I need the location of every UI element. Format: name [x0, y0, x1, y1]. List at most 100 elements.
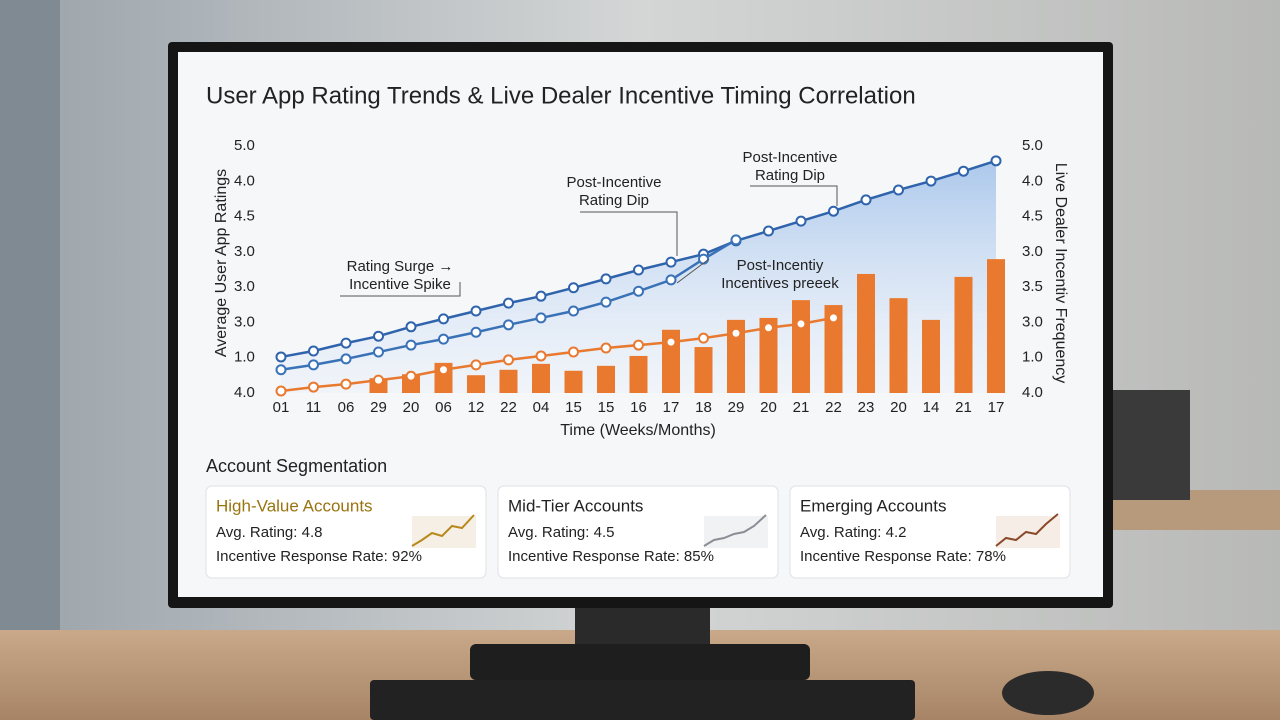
x-tick-label: 23	[858, 399, 875, 416]
bar	[922, 319, 940, 393]
card-box	[205, 485, 487, 579]
bar	[499, 369, 518, 393]
annotation: Post-Incentiy	[737, 257, 824, 274]
x-tick-label: 29	[370, 399, 387, 416]
point	[275, 364, 287, 376]
annotation: Post-Incentive	[742, 149, 837, 166]
point	[763, 322, 774, 334]
point	[600, 342, 612, 354]
y-tick-label: 4.0	[234, 384, 255, 401]
bar	[694, 347, 713, 393]
y2-axis-label: Live Dealer Incentiv Frequency	[1052, 163, 1069, 384]
point	[340, 378, 352, 390]
point	[698, 332, 709, 344]
bar	[857, 273, 875, 393]
point	[535, 350, 547, 362]
point	[373, 374, 384, 386]
x-tick-label: 17	[663, 399, 680, 416]
bar	[824, 305, 843, 393]
point	[828, 205, 839, 217]
x-tick-label: 29	[728, 399, 745, 416]
annotation: Incentive Spike	[349, 276, 451, 293]
card-title: Emerging Accounts	[800, 496, 946, 515]
y2-tick-label: 3.0	[1022, 243, 1043, 260]
point	[763, 225, 774, 237]
mouse	[1002, 671, 1094, 715]
y2-tick-label: 5.0	[1022, 137, 1043, 154]
y-tick-label: 5.0	[234, 137, 255, 154]
bar	[889, 298, 908, 393]
point	[275, 385, 287, 397]
x-tick-label: 21	[955, 399, 972, 416]
point	[795, 215, 807, 227]
x-tick-label: 21	[793, 399, 810, 416]
point	[990, 155, 1002, 167]
x-tick-label: 17	[988, 399, 1005, 416]
point	[958, 165, 969, 177]
y-tick-label: 4.0	[234, 172, 255, 189]
x-tick-label: 20	[403, 399, 420, 416]
card: High-Value Accounts Avg. Rating: 4.8 Inc…	[205, 485, 487, 579]
point	[665, 256, 677, 268]
point	[828, 312, 839, 324]
point	[893, 184, 904, 196]
bar	[987, 259, 1005, 393]
x-tick-label: 22	[500, 399, 517, 416]
card-title: High-Value Accounts	[216, 496, 373, 515]
point	[795, 318, 807, 330]
point	[860, 194, 872, 206]
point	[438, 313, 449, 325]
point	[405, 321, 417, 333]
y2-tick-label: 4.0	[1022, 384, 1043, 401]
x-tick-label: 01	[273, 399, 290, 416]
y2-tick-label: 1.0	[1022, 349, 1043, 366]
x-tick-label: 12	[468, 399, 485, 416]
card-response: Incentive Response Rate: 92%	[216, 548, 422, 565]
point	[438, 333, 449, 345]
y2-tick-label: 3.0	[1022, 313, 1043, 330]
leader-line	[676, 258, 710, 284]
point	[405, 370, 417, 382]
window-frame	[0, 0, 60, 640]
x-tick-label: 15	[565, 399, 582, 416]
bar	[759, 317, 778, 393]
point	[470, 359, 482, 371]
card-rating: Avg. Rating: 4.2	[800, 524, 906, 541]
bar	[467, 375, 485, 393]
annotation: Rating Dip	[755, 167, 825, 184]
x-axis-label: Time (Weeks/Months)	[560, 422, 716, 439]
sparkline-bg	[704, 516, 768, 548]
sparkline	[995, 513, 1059, 547]
point	[633, 285, 644, 297]
x-tick-label: 06	[435, 399, 452, 416]
bar	[662, 329, 680, 393]
annotation: Post-Incentive	[566, 174, 661, 191]
y2-tick-label: 4.5	[1022, 208, 1043, 225]
x-tick-label: 15	[598, 399, 615, 416]
card-rating: Avg. Rating: 4.8	[216, 524, 322, 541]
bar	[564, 370, 583, 393]
bar	[532, 363, 550, 393]
leader-line	[340, 282, 461, 297]
x-tick-label: 06	[338, 399, 355, 416]
bar	[597, 365, 615, 393]
point	[438, 364, 449, 376]
point	[925, 175, 937, 187]
x-tick-label: 22	[825, 399, 842, 416]
x-tick-label: 14	[923, 399, 940, 416]
point	[503, 319, 514, 331]
card-response: Incentive Response Rate: 78%	[800, 548, 1006, 565]
point	[470, 305, 482, 317]
x-tick-label: 04	[533, 399, 550, 416]
plot: 5.0 4.0 4.5 3.0 3.0 3.0 1.0 4.0 5.0 4.0 4.5 3.0 3.5 3…	[234, 137, 1043, 416]
annotation: Rating Dip	[579, 192, 649, 209]
point	[600, 296, 612, 308]
point	[373, 346, 384, 358]
chart-title: User App Rating Trends & Live Dealer Inc…	[206, 82, 916, 109]
x-tick-label: 11	[306, 399, 322, 416]
card-rating: Avg. Rating: 4.5	[508, 524, 614, 541]
x-tick-label: 16	[630, 399, 647, 416]
sparkline	[703, 514, 767, 547]
point	[340, 353, 352, 365]
